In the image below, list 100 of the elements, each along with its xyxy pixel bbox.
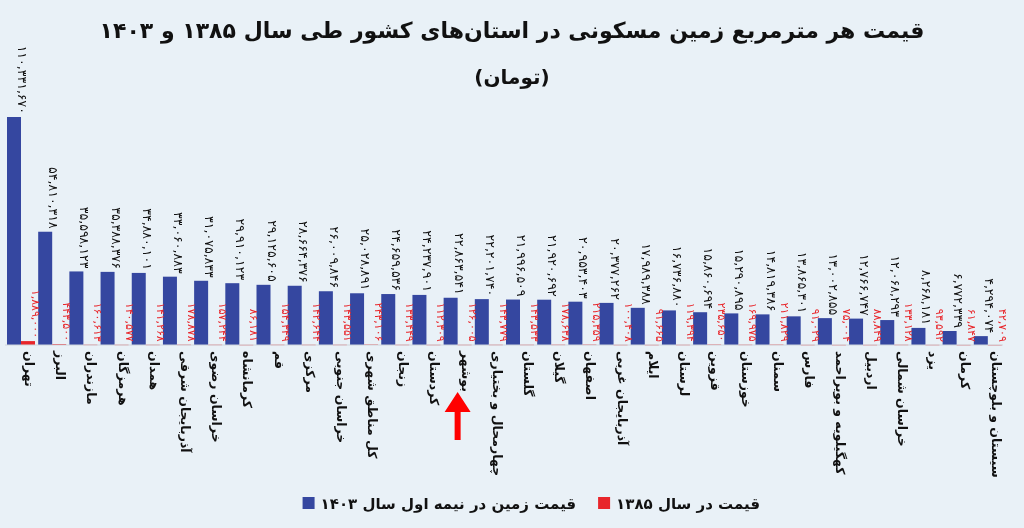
data-label: ۲۰,۳۷۷,۲۶۲ [607,238,623,301]
x-tick-label: هرمزگان [115,351,131,406]
data-label: ۲۳۵,۶۵۰ [715,302,729,342]
x-tick-label: گیلان [552,351,568,385]
data-label: ۱۴۱,۲۶۸ [153,302,167,342]
data-label: ۸۸,۸۴۹ [871,308,885,342]
x-tick-label: خراسان جنوبی [333,351,349,444]
x-tick-label: فارس [801,351,817,389]
data-label: ۹۱,۶۶۵ [652,308,666,342]
data-label: ۲۱۱,۸۲۹ [777,302,791,342]
data-label: ۹۱,۰۲۹ [808,308,822,342]
data-label: ۴۲,۷۰۹ [995,308,1009,342]
data-label: ۲۵,۰۲۸,۸۹۱ [358,228,374,291]
data-label: ۱۵,۲۹۰,۸۹۵ [732,248,748,311]
data-label: ۱۷,۹۸۹,۳۸۸ [638,243,654,306]
x-tick-label: خراسان شمالی [895,351,911,447]
data-label: ۳۵,۳۸۸,۳۷۶ [108,207,124,269]
data-label: ۲۴,۶۵۹,۵۳۶ [389,229,405,292]
data-label: ۲۹,۹۱۰,۱۲۳ [233,218,249,281]
data-label: ۲۶,۰۰۹,۸۴۶ [326,226,342,289]
data-label: ۱۲,۷۶۶,۷۴۷ [857,253,873,316]
data-label: ۲۸,۶۶۴,۳۷۶ [295,221,311,283]
x-tick-label: کل مناطق شهری [365,351,381,460]
x-tick-label: مازندران [84,351,100,405]
data-label: ۱۳۳,۱۲۸ [902,302,916,342]
x-tick-label: اصفهان [583,351,599,400]
data-label: ۲۲,۸۶۳,۵۴۱ [451,233,467,295]
data-label: ۹۳,۵۹۲ [933,308,947,342]
data-label: ۱۵۷,۲۴۴ [216,302,230,342]
data-label: ۱۳,۸۶۵,۳۰۱ [794,251,810,314]
data-label: ۱۴۳,۷۷۹ [496,302,510,342]
data-label: ۱۷۸,۶۳۸ [559,302,573,342]
data-label: ۳۱,۰۷۵,۸۳۳ [202,216,218,279]
x-tick-label: مرکزی [302,351,318,394]
x-tick-label: کرمان [957,351,973,390]
legend-label: قیمت در سال ۱۳۸۵ [616,495,760,513]
data-label: ۱۴۰,۵۷۷ [122,302,136,342]
x-tick-label: البرز [53,350,69,381]
x-tick-label: کرمانشاه [240,351,256,409]
data-label: ۱۱۹,۳۹۴ [683,302,697,342]
data-label: ۱۶۰,۶۱۳ [91,302,105,342]
chart-subtitle: (تومان) [474,65,550,89]
data-label: ۲۲,۲۰۱,۷۴۰ [482,234,498,297]
data-label: ۵۴,۸۱۰,۳۱۸ [46,167,62,230]
data-label: ۱۴۲,۶۴۴ [309,302,323,342]
data-label: ۴,۲۹۴,۰۷۴ [981,278,997,334]
data-label: ۶۱,۸۴۷ [964,308,978,342]
x-tick-label: همدان [146,351,162,391]
data-label: ۳۳,۰۶۰,۸۸۳ [170,212,186,274]
data-label: ۱۷۸,۸۷۸ [184,302,198,342]
data-label: ۱۳۳,۴۴۹ [403,302,417,342]
x-tick-label: خراسان رضوی [209,351,225,443]
data-label: ۶,۷۷۲,۳۳۹ [950,273,966,329]
x-tick-label: چهارمحال و بختیاری [489,351,505,477]
data-label: ۱۱۲,۳۰۹ [434,302,448,342]
data-label: ۲۴,۲۳۷,۹۰۱ [420,230,436,292]
x-tick-label: زنجان [396,351,412,388]
x-tick-label: خوزستان [739,351,755,408]
data-label: ۱۶۹,۹۷۵ [746,302,760,342]
x-tick-label: آذربایجان شرقی [177,351,193,454]
data-label: ۱۳,۰۰۲,۸۵۵ [825,253,841,316]
x-tick-label: قم [271,351,287,369]
x-tick-label: سیستان و بلوچستان [988,351,1004,478]
x-tick-label: آذربایجان غربی [614,351,630,447]
data-label: ۲۱,۹۹۶,۵۰۹ [514,234,529,297]
data-label: ۱۴۳,۵۳۳ [528,302,541,342]
data-label: ۲۱,۹۲۰,۶۹۲ [545,235,561,297]
x-tick-label: سمنان [770,351,786,393]
x-tick-label: اردبیل [864,351,880,390]
x-tick-label: یزد [926,351,942,370]
data-label: ۱۶,۷۳۶,۸۸۰ [669,245,685,308]
data-label: ۴۴۳,۵۰۰ [60,302,74,342]
data-label: ۲۱۵,۳۵۹ [590,302,604,342]
data-label: ۳۴,۸۸۰,۱۰۱ [139,208,155,270]
data-label: ۳۵,۵۹۸,۱۲۳ [77,206,93,269]
data-label: ۱۵۴,۳۴۹ [278,302,292,342]
x-tick-label: کردستان [427,351,443,406]
x-tick-label: گلستان [521,351,536,398]
data-label: ۱۱۰,۳۳۱,۶۷۰ [15,45,30,114]
data-label: ۲۹,۱۲۵,۶۰۵ [264,220,280,283]
x-tick-label: لرستان [676,351,692,397]
data-label: ۲۴۳,۱۰۶ [372,302,386,342]
data-label: ۱۲,۰۶۸,۲۹۳ [888,255,904,318]
data-label: ۱۰۰,۴۰۸ [621,302,635,342]
data-label: ۸,۲۶۸,۱۸۱ [919,269,935,325]
data-label: ۱۵,۸۶۰,۶۹۴ [701,247,717,310]
legend-label: قیمت زمین در نیمه اول سال ۱۴۰۳ [320,495,577,513]
x-tick-label: بوشهر [458,350,474,392]
x-tick-label: تهران [22,351,37,387]
x-tick-label: کهگیلویه و بویراحمد [832,351,848,476]
chart-title: قیمت هر مترمربع زمین مسکونی در استان‌های کشور طی سال ۱۳۸۵ و ۱۴۰۳ [99,18,925,44]
data-label: ۱,۸۸۹,۰۰۰ [29,289,42,339]
data-label: ۷۵,۰۰۴ [839,308,853,342]
x-tick-label: ایلام [644,351,661,379]
data-label: ۸۶,۱۸۱ [247,308,261,342]
data-label: ۱۴,۸۱۹,۳۸۶ [763,249,779,312]
data-label: ۲۰,۹۵۳,۴۰۳ [576,237,592,299]
data-label: ۱۲۶,۰۰۵ [465,302,479,342]
data-label: ۱۴۳,۵۵۱ [340,302,354,342]
x-tick-label: قزوین [708,351,724,391]
